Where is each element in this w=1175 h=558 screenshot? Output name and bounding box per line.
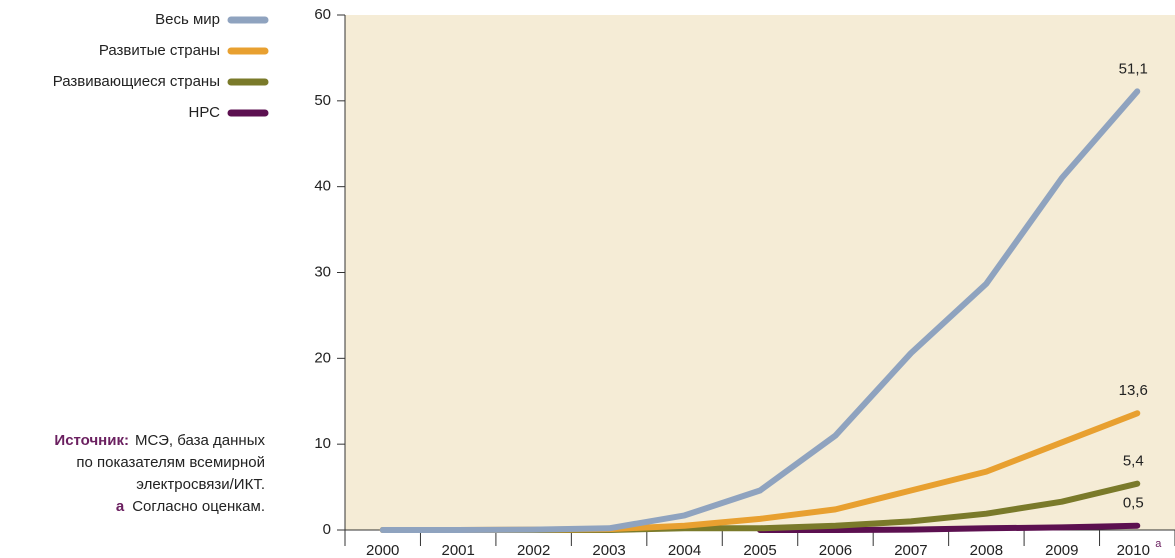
legend-label: Развитые страны — [99, 42, 220, 59]
y-tick-label: 50 — [314, 92, 331, 109]
footnote: a Согласно оценкам. — [116, 498, 265, 515]
source-line: по показателям всемирной — [76, 454, 265, 471]
source-line: электросвязи/ИКТ. — [136, 476, 265, 493]
x-tick-label: 2002 — [517, 542, 550, 558]
y-tick-label: 30 — [314, 263, 331, 280]
legend-label: Развивающиеся страны — [53, 73, 220, 90]
source-line: МСЭ, база данных — [135, 432, 266, 449]
footnote-marker: a — [116, 498, 125, 515]
x-tick-label: 2000 — [366, 542, 399, 558]
footnote-text: Согласно оценкам. — [132, 498, 265, 515]
legend-label: НРС — [188, 104, 220, 121]
legend-label: Весь мир — [155, 11, 220, 28]
value-label: 5,4 — [1123, 453, 1144, 470]
x-tick-label: 2009 — [1045, 542, 1078, 558]
x-tick-label: 2004 — [668, 542, 701, 558]
source-label: Источник: — [54, 432, 129, 449]
series-line — [379, 88, 1141, 533]
value-label: 51,1 — [1119, 60, 1148, 77]
value-label: 13,6 — [1119, 382, 1148, 399]
x-tick-label: 2003 — [592, 542, 625, 558]
x-tick-marker: a — [1155, 538, 1162, 550]
plot-area — [345, 15, 1175, 530]
y-tick-label: 0 — [323, 521, 331, 538]
x-tick-label: 2001 — [441, 542, 474, 558]
x-tick-label: 2007 — [894, 542, 927, 558]
x-tick-label: 2010 — [1117, 542, 1150, 558]
y-tick-label: 40 — [314, 178, 331, 195]
x-tick-label: 2005 — [743, 542, 776, 558]
series-line — [757, 522, 1141, 533]
x-tick-label: 2006 — [819, 542, 852, 558]
y-tick-label: 20 — [314, 349, 331, 366]
y-tick-label: 60 — [314, 6, 331, 23]
value-label: 0,5 — [1123, 495, 1144, 512]
x-tick-label: 2008 — [970, 542, 1003, 558]
y-tick-label: 10 — [314, 435, 331, 452]
source: Источник: МСЭ, база данных — [54, 432, 265, 449]
